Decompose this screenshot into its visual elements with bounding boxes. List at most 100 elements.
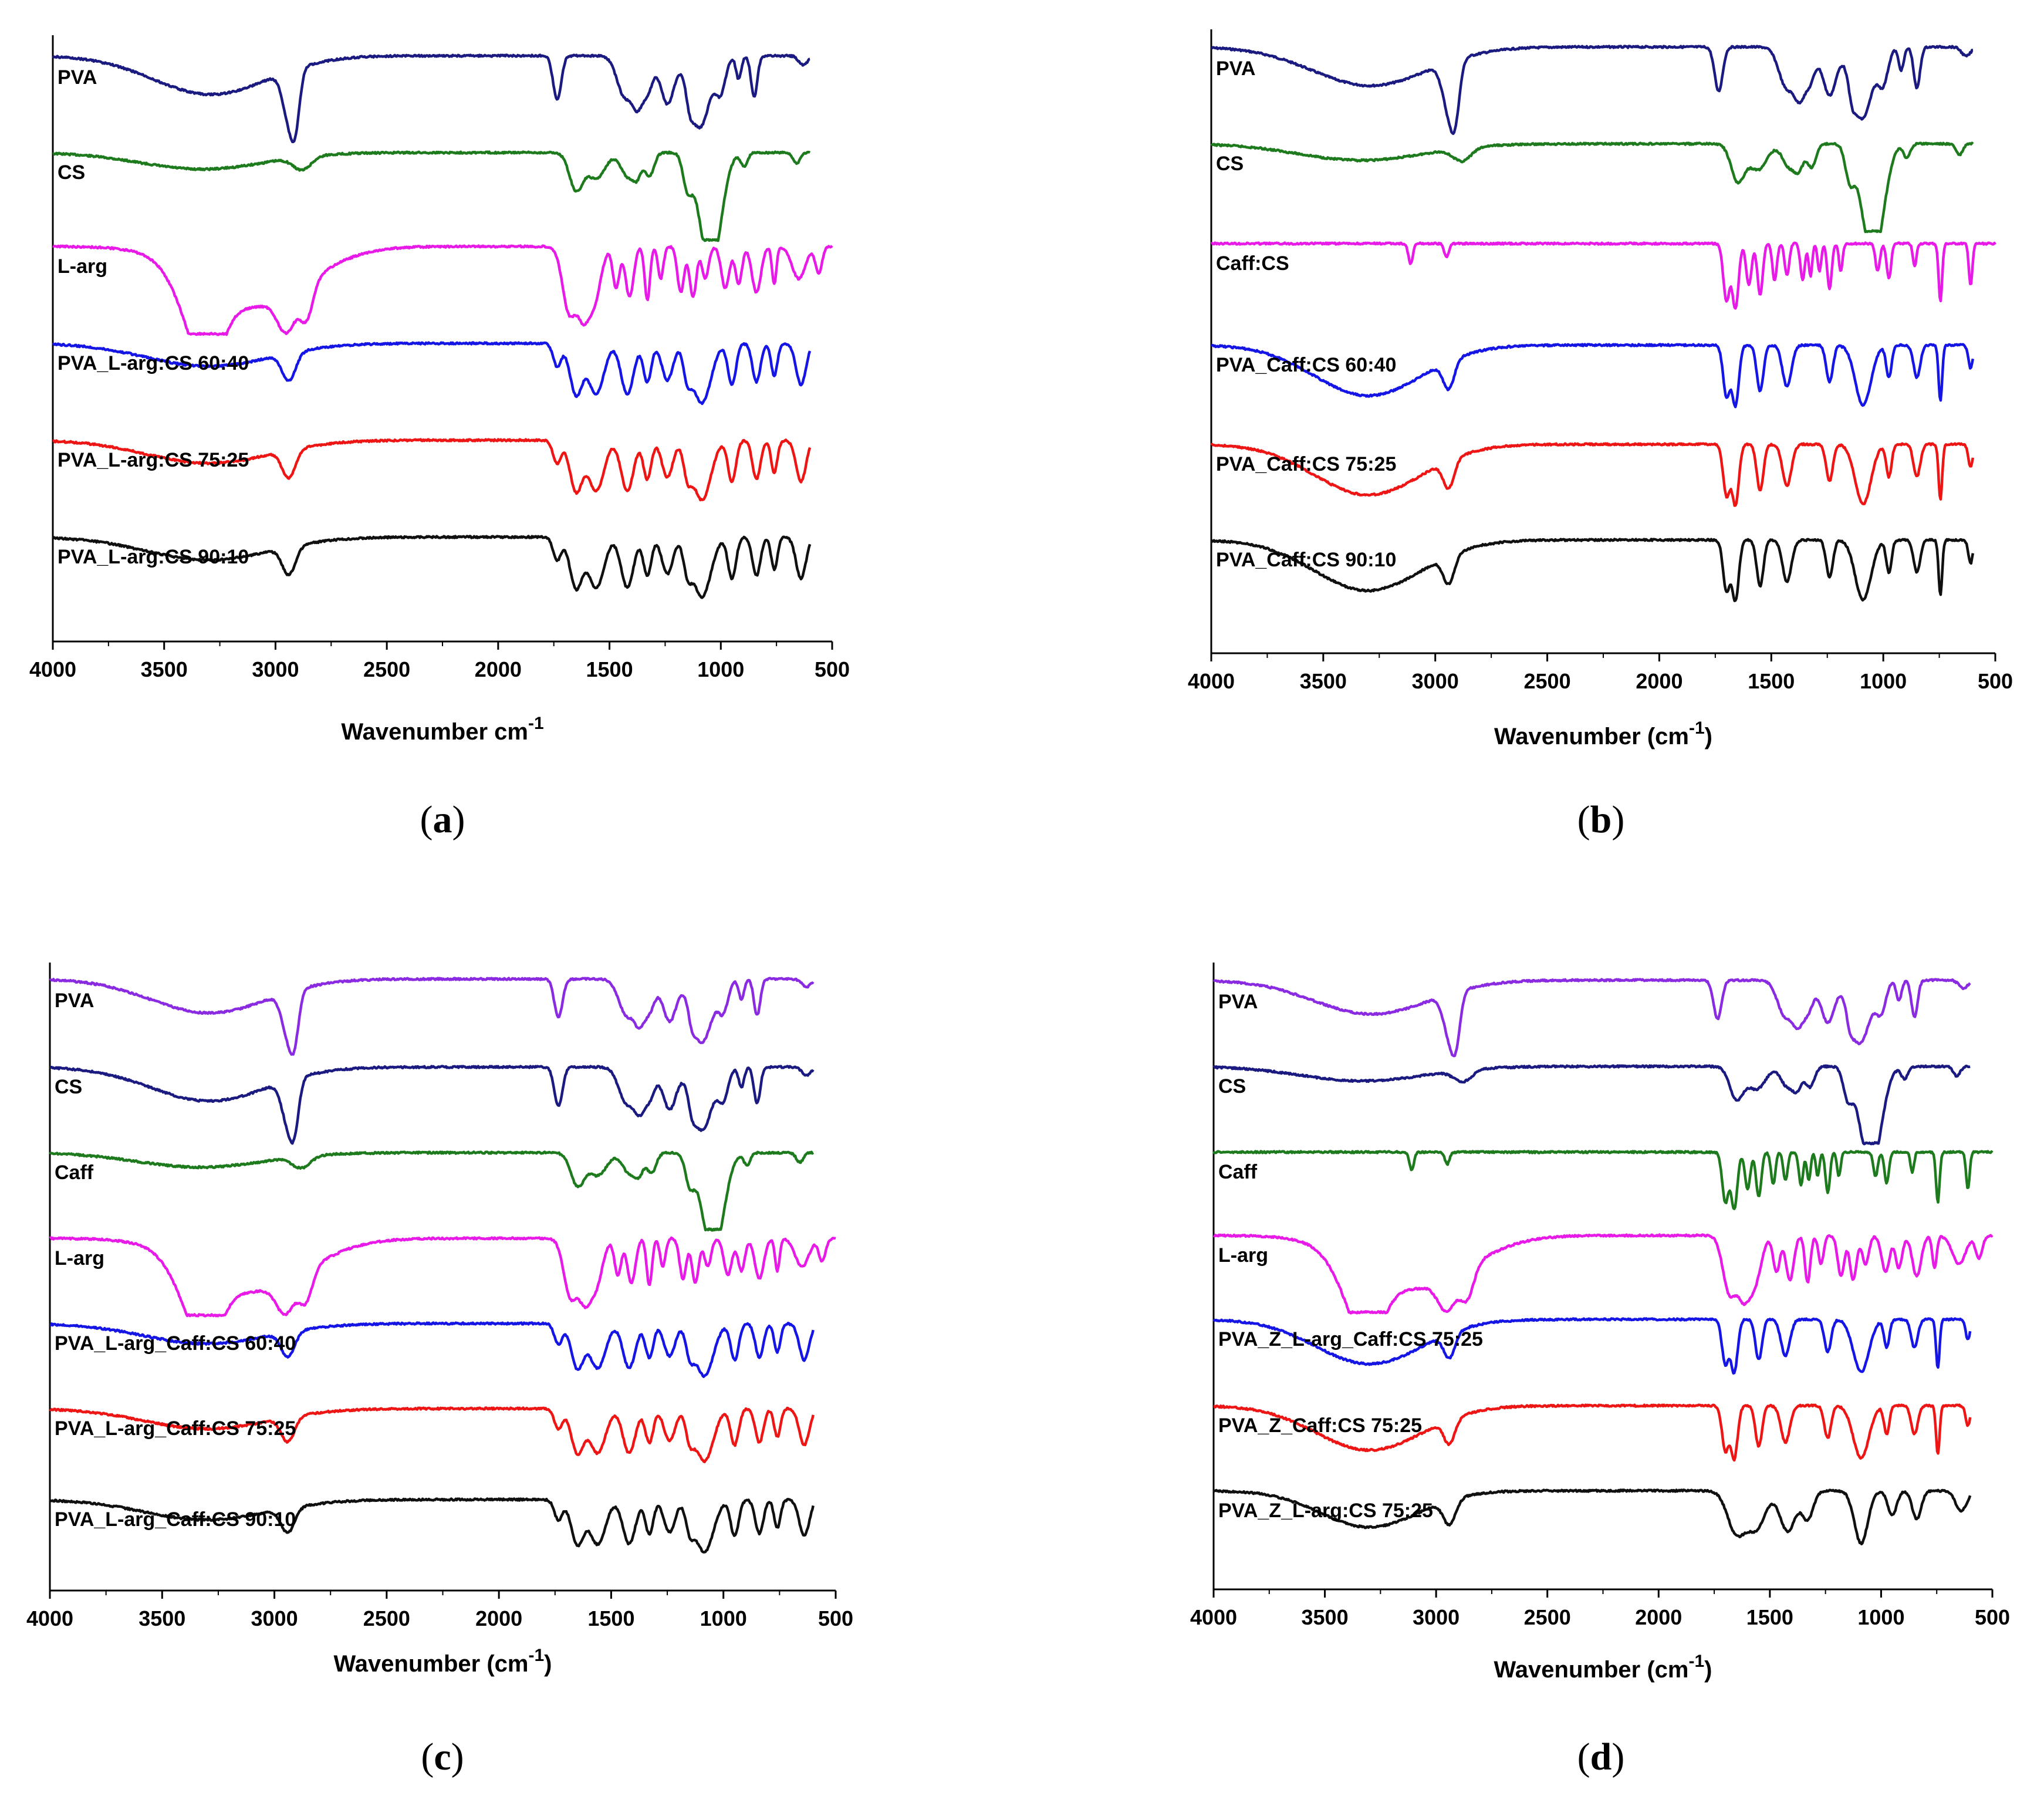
series-label: L-arg xyxy=(1218,1244,1268,1267)
series-label: PVA xyxy=(55,990,94,1012)
x-tick-label: 2000 xyxy=(1636,669,1683,693)
x-axis-title: Wavenumber (cm-1) xyxy=(1494,718,1712,749)
x-tick-label: 3500 xyxy=(141,657,188,681)
series-label: CS xyxy=(1218,1075,1246,1098)
series-label: PVA_Z_L-arg_Caff:CS 75:25 xyxy=(1218,1328,1483,1350)
series-label: Caff xyxy=(55,1162,94,1184)
x-axis-title: Wavenumber cm-1 xyxy=(341,714,543,745)
series-line-1 xyxy=(52,53,810,144)
x-tick-label: 2500 xyxy=(1524,1605,1571,1629)
x-tick-label: 1500 xyxy=(1746,1605,1793,1629)
series-line-5 xyxy=(49,1321,815,1378)
x-axis-title-sup: -1 xyxy=(1688,1652,1704,1671)
panel-caption-open: ( xyxy=(1577,1736,1590,1778)
x-tick-label: 3000 xyxy=(1412,669,1459,693)
panel-caption: (b) xyxy=(1577,798,1625,841)
panel-d: 4000 3500 3000 2500 2000 1500 1000 500 Wavenumbe… xyxy=(1190,963,2010,1778)
series-line-4 xyxy=(1211,343,1975,408)
series-line-4 xyxy=(52,341,812,406)
x-axis-title-sup: -1 xyxy=(1689,718,1705,738)
x-axis-title-main: Wavenumber (cm xyxy=(334,1651,529,1677)
series-line-7 xyxy=(49,1497,815,1554)
x-tick-label: 4000 xyxy=(1188,669,1235,693)
x-tick-label: 3500 xyxy=(138,1606,185,1630)
series-label: PVA_L-arg:CS 90:10 xyxy=(58,546,249,568)
x-tick-label: 4000 xyxy=(29,657,76,681)
x-tick-label: 1500 xyxy=(586,657,633,681)
series-label: L-arg xyxy=(58,255,107,278)
series-label: PVA_Caff:CS 90:10 xyxy=(1216,549,1396,571)
panel-caption-close: ) xyxy=(452,798,465,841)
series-label: Caff:CS xyxy=(1216,252,1289,275)
series-label: PVA xyxy=(58,66,97,89)
series-label: PVA_L-arg_Caff:CS 60:40 xyxy=(55,1332,296,1355)
x-tick-label: 1000 xyxy=(697,657,744,681)
panel-caption-close: ) xyxy=(1611,1736,1624,1778)
x-tick-label: 1000 xyxy=(1860,669,1907,693)
panel-caption-letter: a xyxy=(433,798,452,841)
series-line-3 xyxy=(52,244,833,336)
series-line-4 xyxy=(49,1236,836,1318)
series-label: PVA_Caff:CS 75:25 xyxy=(1216,453,1396,475)
series-label: CS xyxy=(1216,153,1244,175)
series-line-5 xyxy=(1210,442,1975,507)
x-axis-title-sup: -1 xyxy=(528,714,544,733)
series-label: PVA_Z_L-arg:CS 75:25 xyxy=(1218,1500,1433,1522)
series-label: PVA_Z_Caff:CS 75:25 xyxy=(1218,1414,1422,1437)
x-tick-label: 3000 xyxy=(251,1606,298,1630)
x-axis-title: Wavenumber (cm-1) xyxy=(1494,1652,1712,1683)
series-line-2 xyxy=(1212,1064,1971,1146)
series-line-1 xyxy=(49,977,815,1056)
series-line-6 xyxy=(1213,1403,1972,1462)
panel-caption-letter: d xyxy=(1590,1736,1612,1778)
panel-caption-open: ( xyxy=(421,1736,434,1778)
x-tick-label: 2500 xyxy=(363,657,410,681)
x-tick-label: 1000 xyxy=(700,1606,747,1630)
series-label: PVA_L-arg_Caff:CS 90:10 xyxy=(55,1508,296,1531)
series-line-6 xyxy=(52,535,812,599)
x-tick-label: 1500 xyxy=(587,1606,634,1630)
panel-caption-open: ( xyxy=(1577,798,1590,841)
x-axis-title-main: Wavenumber cm xyxy=(341,719,528,745)
x-tick-label: 2000 xyxy=(475,657,522,681)
series-line-5 xyxy=(52,438,812,502)
series-label: CS xyxy=(55,1076,82,1098)
panel-c: 4000 3500 3000 2500 2000 1500 1000 500 Wavenumbe… xyxy=(26,963,853,1778)
panel-a: 4000 3500 3000 2500 2000 1500 1000 500 Wavenumbe… xyxy=(29,35,850,841)
panel-caption: (c) xyxy=(421,1736,464,1778)
series-label: CS xyxy=(58,161,85,184)
x-axis-title-sup: -1 xyxy=(528,1646,544,1665)
x-axis-title-tail: ) xyxy=(544,1651,552,1677)
x-tick-label: 500 xyxy=(818,1606,853,1630)
x-tick-label: 2000 xyxy=(1635,1605,1682,1629)
x-tick-label: 2500 xyxy=(1524,669,1571,693)
series-line-2 xyxy=(49,1065,815,1145)
series-line-2 xyxy=(1210,141,1974,234)
series-line-3 xyxy=(1211,241,1996,310)
panel-caption-letter: b xyxy=(1590,798,1612,841)
series-line-7 xyxy=(1212,1488,1972,1546)
x-tick-label: 500 xyxy=(1978,669,2013,693)
series-label: PVA_L-arg_Caff:CS 75:25 xyxy=(55,1417,296,1440)
panel-caption: (a) xyxy=(420,798,465,841)
series-line-6 xyxy=(1210,538,1975,602)
x-tick-label: 3500 xyxy=(1300,669,1347,693)
x-tick-label: 3500 xyxy=(1302,1605,1349,1629)
x-tick-label: 1500 xyxy=(1748,669,1795,693)
panel-b: 4000 3500 3000 2500 2000 1500 1000 500 Wavenumbe… xyxy=(1188,29,2013,841)
x-axis-title: Wavenumber (cm-1) xyxy=(334,1646,552,1677)
series-line-4 xyxy=(1212,1233,1994,1315)
x-axis-title-main: Wavenumber (cm xyxy=(1494,724,1689,749)
x-axis-title-tail: ) xyxy=(1705,724,1712,749)
series-line-1 xyxy=(1211,45,1974,136)
series-line-5 xyxy=(1212,1317,1972,1375)
x-axis-title-tail: ) xyxy=(1704,1657,1712,1683)
x-axis-title-main: Wavenumber (cm xyxy=(1494,1657,1689,1683)
panel-caption: (d) xyxy=(1577,1736,1625,1778)
series-label: L-arg xyxy=(55,1247,104,1269)
x-tick-label: 1000 xyxy=(1857,1605,1904,1629)
panel-caption-open: ( xyxy=(420,798,433,841)
x-tick-label: 500 xyxy=(1975,1605,2010,1629)
series-label: PVA_Caff:CS 60:40 xyxy=(1216,354,1396,376)
